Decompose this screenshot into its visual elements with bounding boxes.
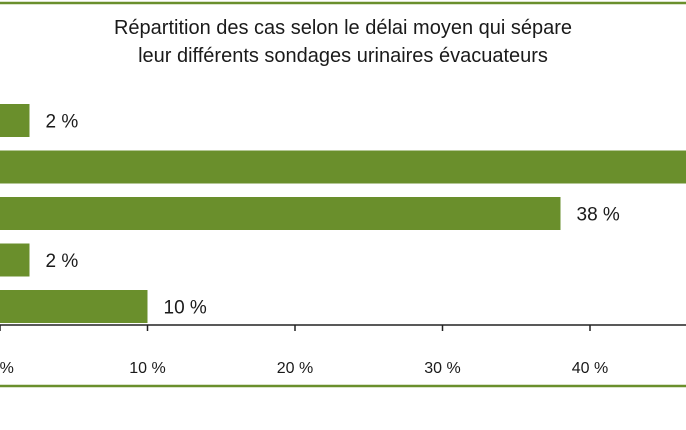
- bar-4: [0, 243, 30, 277]
- bar-label-3: 38 %: [577, 205, 620, 226]
- x-tick-label-0: 0 %: [0, 360, 14, 377]
- x-tick-label-20: 20 %: [277, 360, 313, 377]
- chart-title: Répartition des cas selon le délai moyen…: [0, 14, 686, 70]
- bar-3: [0, 197, 561, 230]
- x-tick-label-30: 30 %: [424, 360, 460, 377]
- chart-title-line-1: Répartition des cas selon le délai moyen…: [113, 17, 573, 39]
- chart-title-line-2: leur différents sondages urinaires évacu…: [138, 45, 548, 67]
- x-tick-label-40: 40 %: [572, 360, 608, 377]
- x-tick-label-10: 10 %: [129, 360, 165, 377]
- bar-label-5: 10 %: [164, 298, 207, 319]
- bar-1: [0, 104, 30, 137]
- bar-label-4: 2 %: [46, 251, 79, 272]
- bar-5: [0, 290, 148, 323]
- bar-label-1: 2 %: [46, 112, 79, 133]
- bar-2: [0, 150, 686, 184]
